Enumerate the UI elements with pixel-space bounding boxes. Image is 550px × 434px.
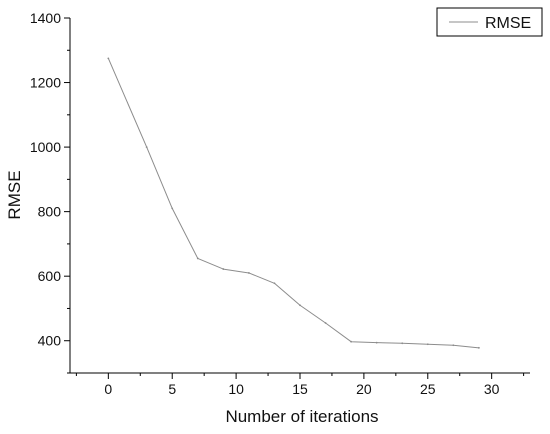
x-tick-label: 10 xyxy=(228,381,244,397)
y-axis-label: RMSE xyxy=(5,170,24,219)
y-tick-label: 1200 xyxy=(30,75,61,91)
series-point xyxy=(196,257,199,260)
labels-layer: Number of iterations RMSE xyxy=(5,170,379,426)
y-tick-label: 400 xyxy=(38,333,62,349)
x-tick-label: 0 xyxy=(104,381,112,397)
legend: RMSE xyxy=(436,7,543,37)
series-point xyxy=(324,322,327,324)
series-layer xyxy=(107,57,480,349)
series-point xyxy=(171,207,174,210)
series-point xyxy=(452,344,455,347)
series-line-rmse xyxy=(107,57,480,349)
series-point xyxy=(222,268,225,270)
series-point xyxy=(375,341,378,344)
y-tick-label: 1000 xyxy=(30,139,61,155)
series-point xyxy=(350,340,353,343)
series-point xyxy=(426,343,429,346)
series-point xyxy=(145,146,148,148)
y-tick-label: 800 xyxy=(38,204,62,220)
x-tick-label: 15 xyxy=(292,381,308,397)
series-point xyxy=(401,342,404,345)
y-tick-label: 600 xyxy=(38,268,62,284)
x-tick-label: 5 xyxy=(168,381,176,397)
series-point xyxy=(477,346,480,349)
legend-series-label: RMSE xyxy=(485,15,531,32)
x-tick-label: 25 xyxy=(420,381,436,397)
ticks-layer: 400 600 800 1000 1200 1400 0 5 10 15 20 25 30 xyxy=(30,10,525,397)
series-point xyxy=(273,282,276,285)
series-point xyxy=(247,272,250,274)
series-point xyxy=(299,304,301,307)
axes-layer xyxy=(69,18,530,374)
x-tick-label: 30 xyxy=(484,381,500,397)
series-point xyxy=(107,57,110,60)
y-tick-label: 1400 xyxy=(30,10,61,26)
x-axis-label: Number of iterations xyxy=(225,407,378,426)
x-tick-label: 20 xyxy=(356,381,372,397)
